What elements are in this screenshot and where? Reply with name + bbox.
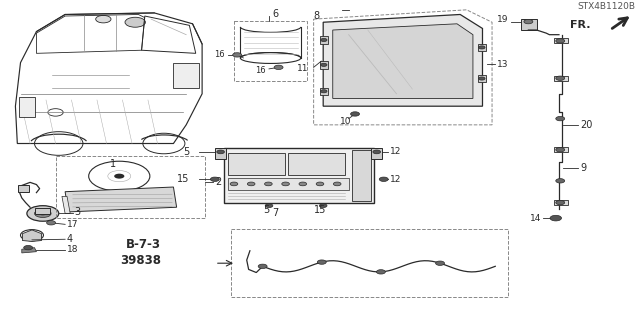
Circle shape bbox=[230, 182, 238, 186]
Polygon shape bbox=[62, 197, 70, 213]
Bar bbox=[173, 63, 199, 87]
Text: 17: 17 bbox=[67, 220, 79, 229]
Bar bbox=[19, 97, 35, 117]
Bar bbox=[320, 87, 328, 95]
Circle shape bbox=[299, 182, 307, 186]
Bar bbox=[371, 148, 383, 159]
Bar bbox=[320, 61, 328, 69]
Circle shape bbox=[247, 182, 255, 186]
Circle shape bbox=[373, 150, 381, 154]
Text: 8: 8 bbox=[314, 11, 320, 21]
Bar bbox=[56, 156, 205, 218]
Circle shape bbox=[233, 53, 242, 57]
Circle shape bbox=[556, 148, 564, 152]
Circle shape bbox=[114, 174, 124, 179]
Bar bbox=[478, 75, 486, 82]
Circle shape bbox=[524, 19, 533, 24]
Text: 16: 16 bbox=[255, 66, 266, 75]
Circle shape bbox=[24, 246, 33, 250]
Text: FR.: FR. bbox=[570, 20, 591, 30]
Circle shape bbox=[211, 177, 220, 182]
Polygon shape bbox=[22, 230, 42, 241]
Circle shape bbox=[96, 15, 111, 23]
Bar bbox=[35, 208, 51, 214]
Text: 13: 13 bbox=[497, 60, 509, 69]
Text: STX4B1120B: STX4B1120B bbox=[577, 2, 636, 11]
Bar bbox=[225, 148, 374, 203]
Circle shape bbox=[321, 38, 327, 41]
Circle shape bbox=[556, 179, 564, 183]
Text: 15: 15 bbox=[314, 205, 326, 215]
Circle shape bbox=[316, 182, 324, 186]
Bar bbox=[288, 153, 346, 174]
Bar bbox=[521, 19, 537, 30]
Circle shape bbox=[556, 76, 564, 80]
Polygon shape bbox=[65, 187, 177, 212]
Text: 12: 12 bbox=[390, 175, 401, 184]
Text: 19: 19 bbox=[497, 15, 508, 24]
Text: 2: 2 bbox=[215, 177, 221, 187]
Circle shape bbox=[376, 270, 385, 274]
Text: 7: 7 bbox=[272, 208, 278, 219]
Circle shape bbox=[321, 63, 327, 66]
Circle shape bbox=[351, 112, 360, 116]
Circle shape bbox=[217, 150, 225, 154]
Bar bbox=[352, 150, 371, 201]
Circle shape bbox=[27, 206, 59, 221]
Text: B-7-3
39838: B-7-3 39838 bbox=[120, 238, 161, 267]
Bar bbox=[228, 153, 285, 174]
Circle shape bbox=[47, 221, 56, 225]
Polygon shape bbox=[333, 24, 473, 99]
Text: 5: 5 bbox=[262, 205, 269, 215]
Text: 1: 1 bbox=[110, 159, 116, 169]
Text: 18: 18 bbox=[67, 245, 79, 254]
Circle shape bbox=[319, 204, 327, 208]
Circle shape bbox=[556, 39, 564, 43]
Circle shape bbox=[556, 116, 564, 121]
Text: 6: 6 bbox=[272, 10, 278, 19]
Circle shape bbox=[258, 264, 267, 269]
Bar bbox=[554, 38, 568, 43]
Text: 12: 12 bbox=[390, 147, 401, 156]
Circle shape bbox=[479, 77, 485, 80]
Circle shape bbox=[556, 200, 564, 205]
Text: 16: 16 bbox=[214, 50, 225, 59]
Circle shape bbox=[550, 215, 561, 221]
Circle shape bbox=[125, 17, 145, 27]
Bar bbox=[320, 36, 328, 44]
Text: 4: 4 bbox=[67, 234, 73, 244]
Text: 14: 14 bbox=[530, 214, 541, 223]
Bar bbox=[215, 148, 227, 159]
Polygon shape bbox=[323, 14, 483, 106]
Bar bbox=[231, 229, 508, 297]
Circle shape bbox=[321, 90, 327, 93]
Text: 15: 15 bbox=[177, 174, 189, 184]
Circle shape bbox=[39, 211, 47, 215]
Text: 9: 9 bbox=[580, 163, 586, 173]
Bar bbox=[18, 185, 29, 192]
Text: 20: 20 bbox=[580, 120, 593, 130]
Circle shape bbox=[35, 209, 51, 218]
Circle shape bbox=[436, 261, 445, 265]
Bar bbox=[228, 178, 349, 190]
Bar bbox=[234, 21, 307, 81]
Bar bbox=[554, 200, 568, 205]
Circle shape bbox=[282, 182, 289, 186]
Bar bbox=[478, 44, 486, 51]
Text: 11: 11 bbox=[297, 64, 308, 73]
Circle shape bbox=[479, 46, 485, 49]
Circle shape bbox=[380, 177, 388, 182]
Circle shape bbox=[265, 204, 273, 208]
Text: 10: 10 bbox=[340, 117, 351, 126]
Bar bbox=[554, 147, 568, 152]
Circle shape bbox=[317, 260, 326, 264]
Circle shape bbox=[274, 65, 283, 70]
Bar bbox=[554, 76, 568, 81]
Polygon shape bbox=[22, 248, 36, 253]
Text: 5: 5 bbox=[183, 147, 189, 157]
Circle shape bbox=[264, 182, 272, 186]
Circle shape bbox=[333, 182, 341, 186]
Text: 3: 3 bbox=[75, 207, 81, 217]
